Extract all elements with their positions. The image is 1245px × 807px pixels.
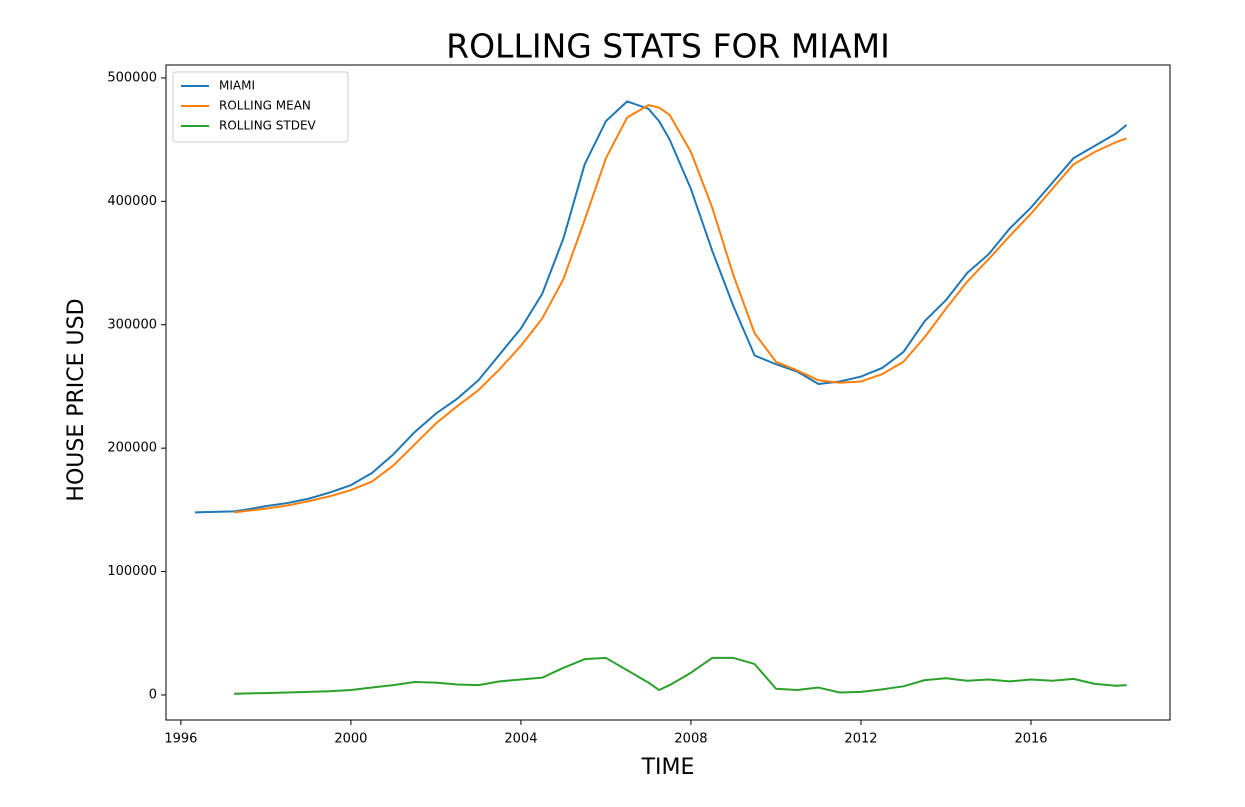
y-tick-label: 300000 (107, 317, 157, 332)
x-tick-label: 1996 (164, 732, 197, 747)
legend-box (172, 71, 349, 143)
series-line (233, 104, 1127, 514)
y-tick-label: 100000 (107, 564, 157, 579)
legend-label: ROLLING MEAN (219, 99, 311, 113)
x-tick-label: 2012 (844, 732, 877, 747)
y-axis-label: HOUSE PRICE USD (64, 298, 89, 501)
y-tick-label: 500000 (107, 70, 157, 85)
y-tick-label: 400000 (107, 194, 157, 209)
series-line (194, 100, 1128, 514)
x-tick-label: 2000 (334, 732, 367, 747)
x-tick-label: 2004 (504, 732, 537, 747)
legend-label: ROLLING STDEV (219, 119, 317, 133)
series-line (233, 656, 1127, 695)
chart-title: ROLLING STATS FOR MIAMI (446, 27, 890, 66)
x-axis-label: TIME (641, 755, 695, 780)
x-tick-label: 2016 (1014, 732, 1047, 747)
y-tick-label: 200000 (107, 441, 157, 456)
plot-frame (165, 64, 1171, 721)
x-tick-label: 2008 (674, 732, 707, 747)
legend-label: MIAMI (219, 79, 255, 93)
y-tick-label: 0 (149, 687, 157, 702)
